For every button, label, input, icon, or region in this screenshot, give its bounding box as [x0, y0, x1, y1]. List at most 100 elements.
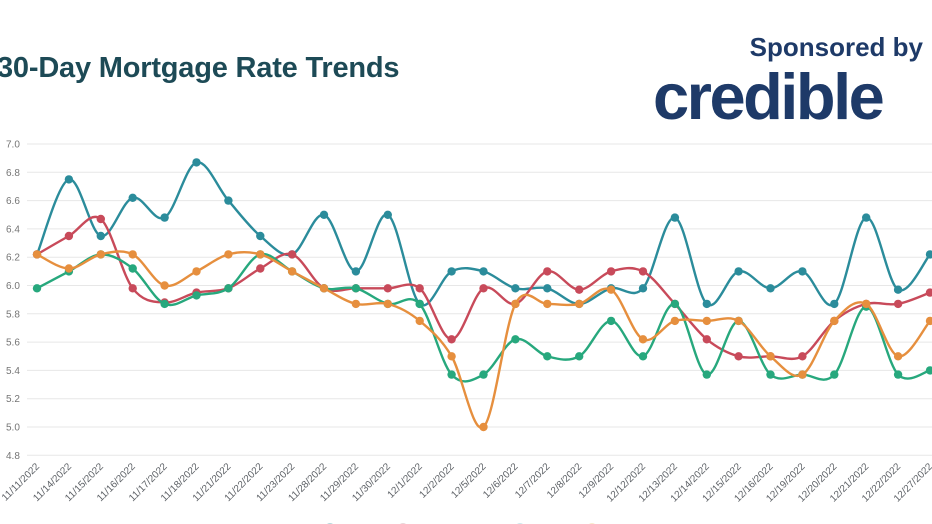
orange-line-data-point [702, 316, 711, 326]
green-line-data-point [543, 352, 552, 361]
orange-line-data-point [479, 422, 488, 432]
green-line-data-point [479, 370, 488, 379]
green-line-data-point [766, 370, 775, 379]
green-line-data-point [702, 370, 711, 379]
orange-line-data-point [734, 316, 743, 326]
orange-line-data-point [128, 250, 137, 259]
y-axis-tick-label: 6.6 [6, 196, 20, 207]
teal-line-data-point [734, 267, 743, 276]
orange-line-data-point [670, 316, 680, 326]
orange-line-data-point [893, 352, 903, 361]
orange-line-data-point [351, 299, 361, 309]
orange-line-data-point [383, 299, 392, 309]
orange-line-data-point [319, 284, 329, 293]
green-line-data-point [638, 352, 648, 361]
y-axis-tick-label: 7.0 [6, 140, 20, 151]
y-axis-tick-label: 5.6 [6, 338, 20, 349]
teal-line-data-point [192, 158, 201, 167]
orange-line-data-point [415, 316, 424, 326]
page-title: 30-Day Mortgage Rate Trends [0, 52, 400, 84]
teal-line-data-point [160, 213, 169, 222]
y-axis-tick-label: 6.8 [6, 168, 20, 179]
series-teal-line [35, 161, 932, 307]
red-line-data-point [543, 267, 552, 276]
green-line-data-point [224, 284, 233, 293]
red-line-data-point [606, 267, 616, 276]
teal-line-data-point [479, 267, 488, 276]
orange-line-data-point [160, 281, 169, 290]
y-axis-tick-label: 6.4 [6, 224, 20, 235]
green-line-data-point [128, 264, 137, 273]
green-line-data-point [351, 284, 361, 293]
sponsored-by-label: Sponsored by [749, 32, 923, 62]
teal-line-data-point [447, 267, 456, 276]
orange-line-data-point [64, 264, 74, 273]
teal-line-data-point [830, 299, 839, 309]
green-line-data-point [447, 370, 456, 379]
y-axis-tick-label: 4.8 [6, 451, 20, 462]
orange-line-data-point [638, 335, 648, 344]
teal-line-data-point [798, 267, 807, 276]
orange-line-data-point [224, 250, 233, 259]
red-line-data-point [383, 284, 392, 293]
teal-line-data-point [319, 210, 329, 219]
green-line-data-point [511, 335, 520, 344]
teal-line-data-point [511, 284, 520, 293]
orange-line-data-point [96, 250, 106, 259]
orange-line-data-point [925, 316, 932, 326]
green-line-data-point [925, 366, 932, 375]
green-line-data-point [606, 316, 616, 326]
y-axis-tick-label: 6.2 [6, 253, 20, 264]
y-axis-tick-label: 6.0 [6, 281, 20, 292]
orange-line-data-point [256, 250, 265, 259]
teal-line-data-point [862, 213, 871, 222]
teal-line-data-point [64, 175, 74, 184]
green-line-data-point [160, 299, 169, 309]
teal-line-data-point [702, 299, 711, 309]
y-axis-tick-label: 5.8 [6, 309, 20, 320]
teal-line-data-point [543, 284, 552, 293]
teal-line-data-point [766, 284, 775, 293]
orange-line-data-point [766, 352, 775, 361]
red-line-data-point [734, 352, 743, 361]
y-axis-tick-label: 5.2 [6, 394, 20, 405]
green-line-data-point [32, 284, 42, 293]
teal-line-data-point [128, 193, 137, 202]
red-line-data-point [638, 267, 648, 276]
teal-line-data-point [224, 196, 233, 205]
red-line-data-point [798, 352, 807, 361]
red-line-data-point [702, 335, 711, 344]
credible-logo: credible [653, 60, 885, 133]
green-line-data-point [830, 370, 839, 379]
orange-line-data-point [543, 299, 552, 309]
red-line-data-point [575, 285, 584, 294]
orange-line-data-point [575, 299, 584, 309]
red-line-data-point [64, 231, 74, 241]
red-line-data-point [893, 299, 903, 309]
orange-line-data-point [862, 299, 871, 309]
green-line-data-point [893, 370, 903, 379]
teal-line-data-point [638, 284, 648, 293]
orange-line-data-point [830, 316, 839, 326]
red-line-data-point [479, 284, 488, 293]
teal-line-data-point [351, 267, 361, 276]
y-axis-tick-label: 5.4 [6, 366, 20, 377]
y-axis-tick-label: 5.0 [6, 423, 20, 434]
series-orange-line [35, 250, 932, 429]
orange-line-data-point [798, 370, 807, 379]
teal-line-data-point [893, 285, 903, 294]
red-line-data-point [287, 250, 297, 259]
green-line-data-point [415, 299, 424, 309]
teal-line-data-point [383, 210, 392, 219]
red-line-data-point [96, 214, 106, 224]
red-line-data-point [447, 335, 456, 344]
orange-line-data-point [287, 267, 297, 276]
teal-line-data-point [256, 231, 265, 241]
red-line-data-point [415, 284, 424, 293]
teal-line-data-point [670, 213, 680, 222]
orange-line-data-point [447, 352, 456, 361]
green-line-data-point [575, 352, 584, 361]
green-line-data-point [192, 291, 201, 300]
